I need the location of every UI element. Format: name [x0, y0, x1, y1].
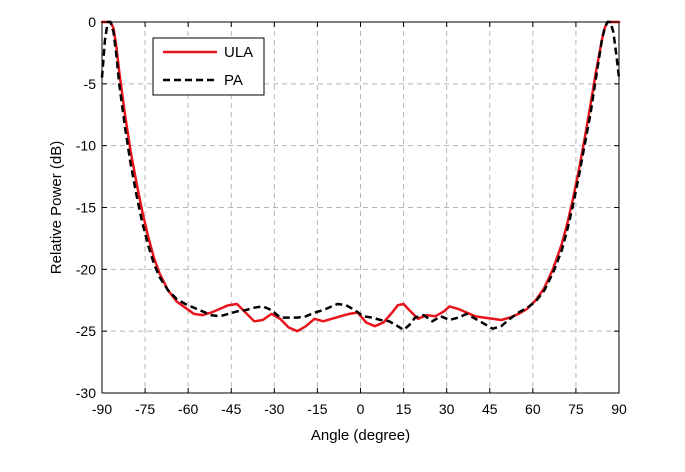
y-tick-label: -5: [84, 76, 97, 92]
legend-box: [152, 37, 265, 96]
grid: [102, 22, 619, 393]
x-axis-title: Angle (degree): [311, 427, 410, 444]
x-tick-label: 90: [611, 401, 627, 417]
x-tick-label: 15: [396, 401, 412, 417]
series-lines: [100, 20, 621, 333]
x-tick-label: 30: [439, 401, 455, 417]
x-tick-label: -45: [221, 401, 241, 417]
x-tick-label: -90: [92, 401, 112, 417]
x-tick-label: -30: [264, 401, 284, 417]
y-tick-label: 0: [88, 14, 96, 30]
y-axis-title: Relative Power (dB): [48, 141, 65, 274]
legend: ULA PA: [152, 37, 265, 96]
legend-label-ula: ULA: [224, 44, 253, 61]
x-tick-label: 0: [357, 401, 365, 417]
legend-label-pa: PA: [224, 72, 243, 89]
x-tick-label: 45: [482, 401, 498, 417]
y-tick-label: -30: [76, 385, 96, 401]
x-tick-label: -60: [178, 401, 198, 417]
x-tick-label: 60: [525, 401, 541, 417]
y-tick-label: -25: [76, 323, 96, 339]
y-tick-label: -20: [76, 261, 96, 277]
y-axis-ticks: 0 -5 -10 -15 -20 -25 -30: [76, 14, 619, 401]
x-tick-label: -75: [135, 401, 155, 417]
series-line-pa: [100, 20, 621, 332]
x-tick-label: 75: [568, 401, 584, 417]
series-line-ula: [100, 20, 621, 333]
y-tick-label: -10: [76, 138, 96, 154]
y-tick-label: -15: [76, 200, 96, 216]
plot-frame: [101, 21, 620, 394]
x-tick-label: -15: [307, 401, 327, 417]
x-axis-ticks: -90 -75 -60 -45 -30 -15 0 15 30 45 60 75 90: [92, 22, 627, 417]
